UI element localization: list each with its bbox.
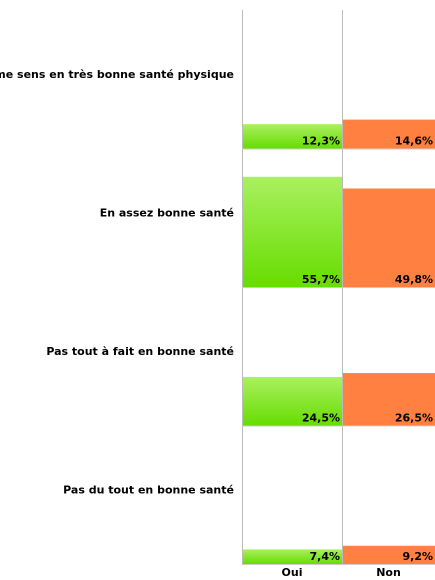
- row-label: Pas tout à fait en bonne santé: [46, 345, 234, 358]
- value-label: 9,2%: [402, 550, 433, 563]
- bar: [343, 545, 435, 564]
- value-label: 14,6%: [395, 135, 433, 148]
- bar: [343, 119, 435, 149]
- value-label: 49,8%: [395, 273, 433, 286]
- legend-label: Non: [376, 566, 401, 579]
- legend-label: Oui: [282, 566, 303, 579]
- row-label: Pas du tout en bonne santé: [63, 484, 234, 497]
- bar: [243, 124, 342, 149]
- value-label: 12,3%: [302, 135, 340, 148]
- bar: [343, 188, 435, 287]
- value-label: 26,5%: [395, 412, 433, 425]
- value-label: 55,7%: [302, 273, 340, 286]
- bar: [243, 549, 342, 564]
- bar: [243, 176, 342, 287]
- bar: [343, 373, 435, 426]
- value-label: 24,5%: [302, 412, 340, 425]
- row-label: Je me sens en très bonne santé physique: [0, 68, 234, 81]
- row-label: En assez bonne santé: [100, 207, 234, 220]
- value-label: 7,4%: [309, 550, 340, 563]
- bar: [243, 377, 342, 426]
